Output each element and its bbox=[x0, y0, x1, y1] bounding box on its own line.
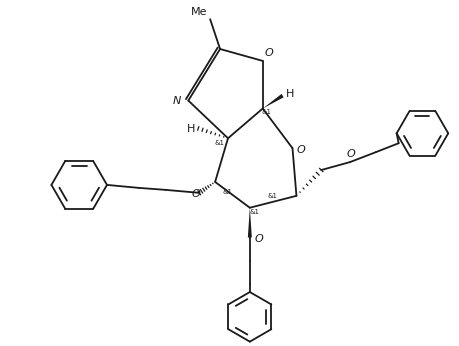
Polygon shape bbox=[248, 208, 252, 237]
Text: H: H bbox=[285, 89, 294, 99]
Text: &1: &1 bbox=[214, 140, 224, 146]
Text: Me: Me bbox=[190, 7, 207, 17]
Text: O: O bbox=[255, 235, 263, 245]
Text: &1: &1 bbox=[262, 109, 272, 116]
Text: N: N bbox=[173, 95, 181, 106]
Text: &1: &1 bbox=[222, 189, 232, 195]
Text: O: O bbox=[297, 145, 305, 155]
Polygon shape bbox=[263, 94, 284, 109]
Text: O: O bbox=[347, 149, 355, 159]
Text: H: H bbox=[187, 124, 195, 134]
Text: O: O bbox=[191, 189, 200, 199]
Text: &1: &1 bbox=[268, 193, 278, 199]
Text: O: O bbox=[265, 48, 274, 58]
Text: &1: &1 bbox=[250, 209, 260, 215]
